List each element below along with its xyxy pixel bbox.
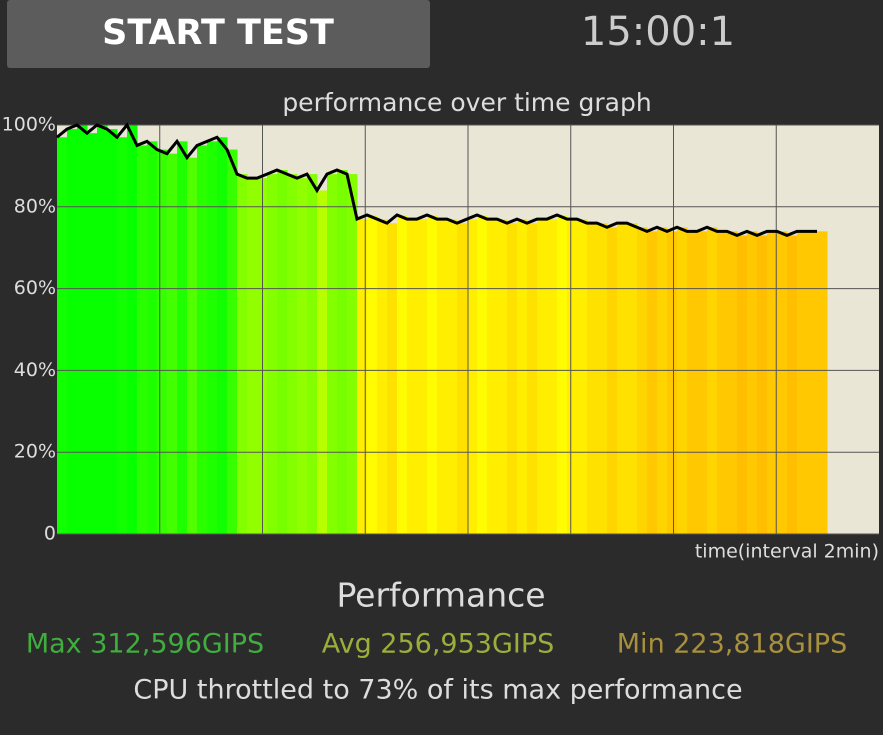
area-slice: [497, 219, 508, 534]
area-slice: [307, 174, 318, 534]
area-slice: [117, 137, 128, 534]
area-slice: [287, 174, 298, 534]
area-slice: [767, 231, 778, 534]
area-slice: [757, 235, 768, 534]
area-slice: [77, 125, 88, 534]
performance-line: [56, 122, 817, 238]
area-slice: [107, 129, 118, 534]
area-slice: [427, 214, 438, 535]
area-slice: [667, 231, 678, 534]
area-slice: [637, 227, 648, 534]
area-slice: [207, 141, 218, 535]
area-slice: [557, 214, 568, 535]
area-slice: [467, 219, 478, 534]
area-slice: [747, 231, 758, 534]
area-slice: [277, 169, 288, 535]
area-slice: [707, 227, 718, 534]
area-slice: [177, 141, 188, 535]
area-slice: [727, 231, 738, 534]
area-slice: [87, 133, 98, 534]
start-button-label[interactable]: START TEST: [102, 13, 334, 53]
area-slice: [157, 149, 168, 535]
area-slice: [297, 178, 308, 535]
area-slice: [417, 219, 428, 534]
start-button[interactable]: [7, 0, 430, 68]
area-slice: [787, 235, 798, 534]
y-tick-label: 40%: [14, 359, 56, 381]
area-slice: [607, 227, 618, 534]
area-slice: [647, 231, 658, 534]
area-slice: [537, 219, 548, 534]
summary: CPU throttled to 73% of its max performa…: [133, 675, 742, 706]
area-slice: [617, 223, 628, 534]
area-slice: [127, 125, 138, 534]
area-slice: [737, 235, 748, 534]
area-slice: [357, 219, 368, 534]
area-slice: [457, 223, 468, 534]
area-slice: [477, 214, 488, 535]
area-slice: [167, 153, 178, 534]
timer: 15:00:1: [581, 9, 735, 55]
area-slice: [367, 214, 378, 535]
area-slice: [187, 157, 198, 534]
area-slice: [347, 174, 358, 534]
stats-heading: Performance: [336, 576, 545, 615]
area-slice: [597, 223, 608, 534]
area-slice: [217, 137, 228, 534]
y-tick-label: 80%: [14, 195, 56, 217]
area-slice: [247, 178, 258, 535]
area-slice: [267, 174, 278, 534]
chart-title: performance over time graph: [282, 88, 651, 117]
y-tick-label: 0: [44, 523, 56, 545]
area-slice: [587, 223, 598, 534]
area-slice: [527, 223, 538, 534]
area-slice: [677, 227, 688, 534]
area-slice: [197, 145, 208, 534]
area-slice: [227, 149, 238, 535]
area-slice: [387, 223, 398, 534]
area-slice: [447, 219, 458, 534]
area-slice: [797, 231, 808, 534]
y-tick-label: 100%: [2, 114, 56, 136]
stat-avg: Avg 256,953GIPS: [322, 629, 555, 660]
area-slice: [567, 219, 578, 534]
area-slice: [507, 223, 518, 534]
area-slice: [697, 231, 708, 534]
area-slice: [437, 219, 448, 534]
area-slice: [237, 174, 248, 534]
area-slice: [687, 231, 698, 534]
area-slice: [397, 214, 408, 535]
area-slice: [717, 231, 728, 534]
area-slice: [337, 169, 348, 535]
area-slice: [577, 219, 588, 534]
y-tick-label: 60%: [14, 277, 56, 299]
area-slice: [327, 174, 338, 534]
stat-min: Min 223,818GIPS: [617, 629, 847, 660]
area-slice: [407, 219, 418, 534]
area-slice: [137, 145, 148, 534]
area-slice: [487, 219, 498, 534]
x-axis-label: time(interval 2min): [695, 541, 879, 563]
area-slice: [377, 219, 388, 534]
area-slice: [517, 219, 528, 534]
area-slice: [547, 219, 558, 534]
area-slice: [67, 129, 78, 534]
area-slice: [807, 231, 818, 534]
y-tick-label: 20%: [14, 441, 56, 463]
stat-max: Max 312,596GIPS: [26, 629, 264, 660]
area-slice: [777, 231, 788, 534]
area-slice: [57, 137, 68, 534]
area-slice: [627, 223, 638, 534]
area-slice: [97, 125, 108, 534]
area-slice: [317, 190, 328, 534]
area-slice: [817, 231, 828, 534]
area-slice: [657, 227, 668, 534]
area-slice: [147, 141, 158, 535]
